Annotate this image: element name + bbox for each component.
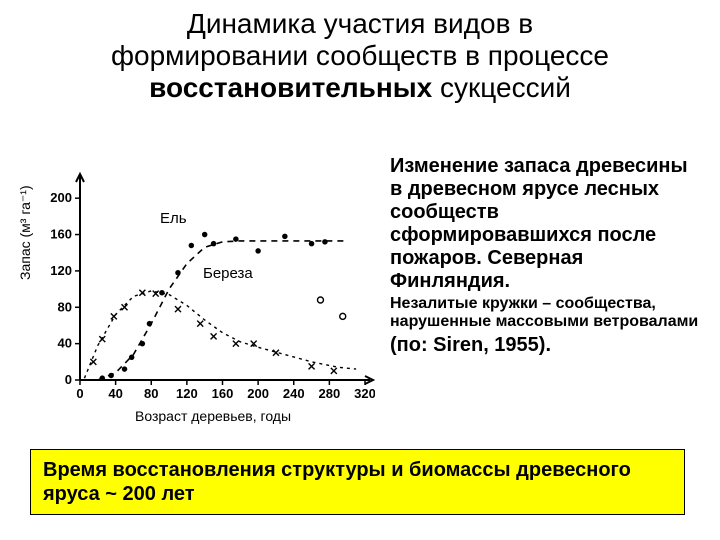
svg-text:0: 0	[65, 372, 72, 387]
svg-text:240: 240	[283, 386, 305, 401]
title-line2: формировании сообществ в процессе	[111, 40, 609, 71]
description-main: Изменение запаса древесины в древесном я…	[390, 155, 700, 293]
description: Изменение запаса древесины в древесном я…	[390, 155, 700, 357]
x-axis-label: Возраст деревьев, годы	[135, 408, 291, 424]
chart: 0408012016020024028032004080120160200 За…	[25, 170, 375, 430]
svg-text:160: 160	[212, 386, 234, 401]
svg-text:200: 200	[247, 386, 269, 401]
svg-text:40: 40	[108, 386, 122, 401]
slide: Динамика участия видов в формировании со…	[0, 0, 720, 540]
svg-text:280: 280	[319, 386, 341, 401]
description-cite: (по: Siren, 1955).	[390, 334, 700, 357]
callout: Время восстановления структуры и биомасс…	[30, 449, 685, 515]
chart-svg: 0 40 80 120 160 200 240 280 320 0 40 80 120 160 200	[25, 170, 375, 430]
callout-text: Время восстановления структуры и биомасс…	[43, 459, 631, 505]
svg-text:80: 80	[58, 299, 72, 314]
svg-text:160: 160	[50, 227, 72, 242]
title-line3-rest: сукцессий	[432, 72, 571, 103]
series-label-bereza: Береза	[203, 265, 253, 282]
svg-text:0: 0	[76, 386, 83, 401]
title-line1: Динамика участия видов в	[187, 8, 533, 39]
title-line3-bold: восстановительных	[149, 72, 432, 103]
svg-text:120: 120	[176, 386, 198, 401]
svg-text:80: 80	[144, 386, 158, 401]
svg-text:320: 320	[354, 386, 375, 401]
svg-text:120: 120	[50, 263, 72, 278]
series-label-el: Ель	[160, 210, 187, 227]
y-axis-label: Запас (м³ га⁻¹)	[17, 185, 34, 280]
slide-title: Динамика участия видов в формировании со…	[0, 8, 720, 105]
description-sub: Незалитые кружки – сообщества, нарушенны…	[390, 295, 700, 332]
svg-text:40: 40	[58, 336, 72, 351]
svg-text:200: 200	[50, 190, 72, 205]
